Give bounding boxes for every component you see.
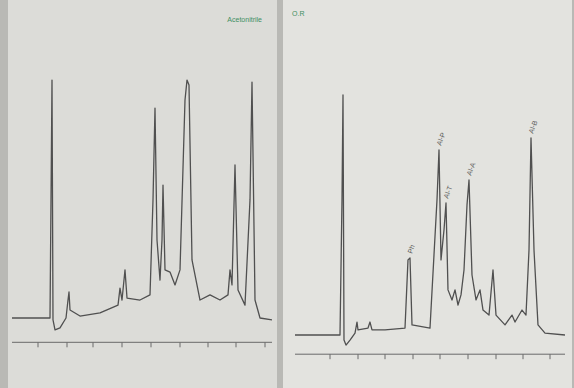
peak-annotation: Al-P bbox=[435, 131, 446, 146]
peak-annotation: Al-T bbox=[442, 184, 453, 199]
x-tick bbox=[236, 342, 237, 347]
x-tick bbox=[67, 342, 68, 347]
paper bbox=[8, 0, 277, 388]
x-tick bbox=[180, 342, 181, 347]
x-tick bbox=[208, 342, 209, 347]
x-tick bbox=[550, 354, 551, 359]
x-axis bbox=[12, 342, 272, 343]
figure: Acetonitrile O.R Ph Al-P Al-T Al-A Al-B bbox=[0, 0, 574, 388]
x-tick bbox=[496, 354, 497, 359]
title: Acetonitrile bbox=[227, 16, 262, 23]
x-tick bbox=[330, 354, 331, 359]
x-tick bbox=[151, 342, 152, 347]
x-tick bbox=[385, 354, 386, 359]
peak-annotation: Al-B bbox=[527, 119, 538, 134]
x-tick bbox=[468, 354, 469, 359]
x-tick bbox=[440, 354, 441, 359]
x-tick bbox=[265, 342, 266, 347]
plot-area bbox=[12, 80, 272, 330]
trace bbox=[295, 95, 565, 345]
x-tick bbox=[38, 342, 39, 347]
x-tick bbox=[93, 342, 94, 347]
x-axis bbox=[295, 354, 565, 355]
x-tick bbox=[413, 354, 414, 359]
chromatogram-panel: O.R Ph Al-P Al-T Al-A Al-B bbox=[283, 0, 572, 388]
trace bbox=[12, 80, 272, 330]
title: O.R bbox=[292, 10, 304, 17]
peak-annotation: Ph bbox=[406, 244, 416, 255]
paper bbox=[283, 0, 572, 388]
x-tick bbox=[523, 354, 524, 359]
plot-area bbox=[295, 95, 565, 345]
chromatogram-panel: Acetonitrile bbox=[8, 0, 277, 388]
x-tick bbox=[358, 354, 359, 359]
x-tick bbox=[122, 342, 123, 347]
peak-annotation: Al-A bbox=[465, 161, 476, 176]
